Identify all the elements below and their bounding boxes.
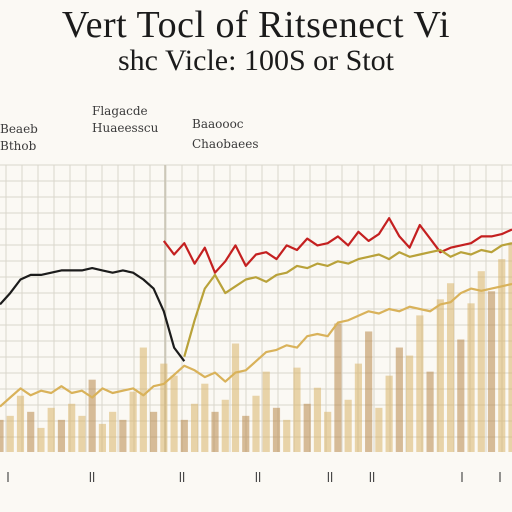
- bar: [262, 371, 270, 452]
- series-lines: [0, 217, 512, 408]
- bar: [231, 343, 240, 452]
- bar: [426, 371, 434, 452]
- bar: [47, 407, 55, 452]
- legend-entry: Chaobaees: [192, 137, 259, 151]
- bar: [170, 375, 178, 452]
- x-tick-label: ꟾꟾ: [89, 472, 96, 485]
- chart-title: Vert Tocl of Ritsenect Vi shc Vicle: 100…: [0, 6, 512, 76]
- bar: [190, 403, 199, 452]
- bar: [467, 303, 475, 452]
- x-tick-label: ꟾ: [460, 472, 463, 485]
- bar: [211, 411, 219, 452]
- series-line: [162, 217, 512, 274]
- bar: [508, 243, 512, 452]
- bar: [385, 375, 393, 452]
- x-tick-label: ꟾ: [498, 472, 501, 485]
- bar: [109, 411, 117, 452]
- bar: [487, 291, 496, 452]
- bar: [37, 427, 45, 452]
- bars-group: [0, 243, 512, 452]
- bar: [436, 299, 444, 452]
- bar: [129, 391, 137, 452]
- bar: [119, 419, 127, 452]
- bar: [498, 259, 506, 452]
- bar: [365, 331, 373, 452]
- bar: [375, 407, 383, 452]
- bar: [16, 395, 25, 452]
- bar: [446, 283, 455, 452]
- bar: [180, 419, 188, 452]
- bar: [201, 383, 209, 452]
- bar: [139, 347, 147, 452]
- series-line: [0, 267, 186, 362]
- bar: [68, 403, 76, 452]
- legend-entry: Flagacde: [92, 104, 148, 118]
- bar: [57, 419, 66, 452]
- bar: [354, 363, 362, 452]
- chart-title-line2: shc Vicle: 100S or Stot: [118, 44, 394, 77]
- bar: [477, 271, 485, 452]
- series-line: [183, 242, 512, 357]
- x-tick-label: ꟾꟾ: [327, 472, 334, 485]
- legend: Beaeb Bthob Flagacde Huaeesscu Baaoooc Chaoba…: [0, 104, 259, 153]
- bar: [293, 367, 301, 452]
- x-tick-label: ꟾꟾ: [179, 472, 186, 485]
- bar: [221, 399, 229, 452]
- bar: [272, 407, 281, 452]
- bar: [395, 347, 403, 452]
- bar: [88, 379, 96, 452]
- x-axis-ticks: ꟾ ꟾꟾ ꟾꟾ ꟾꟾ ꟾꟾ ꟾꟾ ꟾ ꟾ: [6, 472, 501, 485]
- bar: [303, 403, 311, 452]
- bar: [0, 419, 4, 452]
- bar: [406, 355, 414, 452]
- bar: [313, 387, 322, 452]
- bar: [324, 411, 332, 452]
- x-tick-label: ꟾꟾ: [255, 472, 262, 485]
- bar: [6, 415, 14, 452]
- bar: [344, 399, 352, 452]
- bar: [252, 395, 260, 452]
- bar: [78, 415, 86, 452]
- bar: [334, 323, 342, 452]
- bar: [283, 419, 291, 452]
- x-tick-label: ꟾꟾ: [369, 472, 376, 485]
- legend-entry: Huaeesscu: [92, 121, 159, 135]
- legend-entry: Bthob: [0, 139, 37, 153]
- bar: [160, 363, 168, 452]
- bar: [98, 423, 106, 452]
- chart-title-line1: Vert Tocl of Ritsenect Vi: [61, 4, 451, 46]
- series-line: [0, 282, 512, 408]
- x-tick-label: ꟾ: [6, 472, 9, 485]
- bar: [242, 415, 250, 452]
- bar: [457, 339, 465, 452]
- legend-entry: Baaoooc: [192, 117, 244, 131]
- bar: [150, 411, 158, 452]
- bar: [27, 411, 35, 452]
- bar: [416, 315, 424, 452]
- legend-entry: Beaeb: [0, 122, 38, 136]
